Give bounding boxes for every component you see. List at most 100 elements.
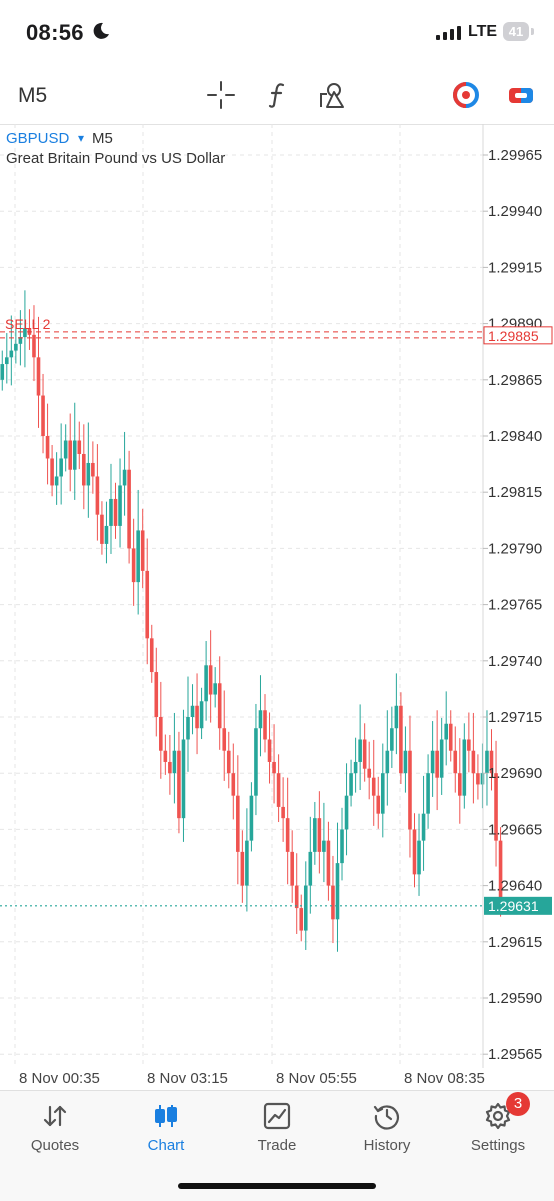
chart-symbol[interactable]: GBPUSD	[6, 130, 70, 147]
candle-body	[349, 773, 353, 796]
candle-body	[159, 717, 163, 751]
candle-body	[208, 665, 213, 695]
candle-body	[285, 818, 290, 852]
candle-body	[231, 773, 236, 796]
candle-body	[326, 840, 331, 886]
candle-body	[385, 750, 390, 774]
crosshair-icon[interactable]	[206, 80, 236, 110]
candle-body	[476, 773, 480, 785]
candle-body	[109, 498, 113, 526]
candle-body	[63, 440, 68, 459]
candle-body	[23, 328, 27, 338]
price-axis: 1.299651.299401.299151.298901.298651.298…	[483, 147, 542, 1063]
candle-body	[471, 750, 476, 774]
time-label: 8 Nov 00:35	[19, 1070, 100, 1087]
candle-body	[204, 665, 208, 702]
candle-body	[290, 851, 294, 886]
candle-body	[417, 840, 421, 875]
candles	[0, 290, 503, 952]
candle-body	[403, 750, 408, 774]
candle-body	[362, 739, 367, 769]
candle-body	[430, 750, 435, 774]
candle-body	[140, 530, 145, 571]
bid-price-label: 1.29631	[488, 898, 539, 914]
time-label: 8 Nov 03:15	[147, 1070, 228, 1087]
candle-body	[131, 548, 136, 583]
objects-icon[interactable]	[318, 80, 348, 110]
trade-icon	[263, 1102, 291, 1130]
candle-body	[168, 761, 172, 774]
candle-body	[303, 885, 308, 931]
candle-body	[489, 750, 494, 774]
candle-body	[186, 717, 190, 740]
tab-label: History	[363, 1137, 411, 1154]
candle-body	[50, 458, 54, 486]
chart-overlays: SELL 2 1.29885 1.29631	[0, 316, 553, 915]
candle-body	[249, 795, 254, 841]
candle-body	[136, 530, 140, 583]
candle-body	[380, 773, 385, 814]
candle-body	[4, 357, 9, 365]
candle-body	[444, 723, 449, 740]
price-tick-label: 1.29565	[488, 1046, 542, 1063]
candle-body	[172, 750, 177, 774]
quotes-icon	[43, 1105, 67, 1127]
sell-order-price: 1.29885	[488, 328, 539, 344]
tab-settings[interactable]: Settings	[443, 1091, 553, 1171]
candle-body	[498, 840, 503, 906]
sell-order-label[interactable]: SELL 2	[5, 316, 51, 332]
candle-body	[480, 773, 485, 785]
settings-badge: 3	[506, 1092, 530, 1116]
chart-area[interactable]: 1.29965 1.29940 1.29915 1.29890 1.29865 1.298…	[0, 124, 554, 1068]
candle-body	[154, 672, 159, 717]
candle-body	[104, 525, 109, 544]
candle-body	[41, 395, 45, 436]
candle-body	[317, 818, 322, 852]
chart-timeframe: M5	[92, 130, 113, 147]
candle-body	[322, 840, 326, 852]
status-time: 08:56	[26, 20, 84, 45]
candle-body	[376, 795, 381, 814]
chart-symbol-caret[interactable]: ▾	[78, 131, 84, 145]
candle-body	[258, 710, 263, 729]
candle-body	[426, 773, 430, 814]
price-tick-label: 1.29715	[488, 709, 542, 726]
candle-body	[77, 440, 82, 454]
candle-body	[0, 364, 5, 380]
candle-body	[240, 851, 245, 886]
moon-icon	[93, 22, 109, 39]
price-chart[interactable]: 1.299651.299401.299151.298901.298651.298…	[0, 124, 554, 1068]
candle-body	[145, 570, 150, 639]
tab-label: Quotes	[30, 1137, 80, 1154]
candle-body	[18, 337, 23, 344]
trade-panel-icon[interactable]	[506, 80, 536, 110]
timeframe-button[interactable]: M5	[18, 84, 48, 107]
candle-body	[118, 485, 122, 526]
time-label: 8 Nov 08:35	[404, 1070, 485, 1087]
tab-chart[interactable]: Chart	[111, 1091, 221, 1171]
candle-body	[68, 440, 73, 470]
candle-body	[408, 750, 412, 830]
one-click-trading-icon[interactable]	[451, 80, 481, 110]
sell-order-price-tag	[483, 326, 553, 345]
candle-body	[9, 350, 14, 358]
function-icon[interactable]	[263, 80, 293, 110]
price-tick-label: 1.29765	[488, 597, 542, 614]
candle-body	[353, 761, 358, 774]
tab-history[interactable]: History	[332, 1091, 442, 1171]
battery-tip	[531, 28, 534, 35]
candle-body	[72, 440, 77, 470]
price-tick-label: 1.29840	[488, 428, 542, 445]
candle-body	[100, 514, 104, 544]
tab-quotes[interactable]: Quotes	[0, 1091, 110, 1171]
candle-body	[82, 453, 86, 486]
status-bar: 08:56 LTE 41	[0, 0, 554, 66]
time-axis: 8 Nov 00:35 8 Nov 03:15 8 Nov 05:55 8 No…	[0, 1068, 554, 1090]
candle-body	[299, 908, 304, 931]
candle-body	[467, 739, 471, 751]
tab-trade[interactable]: Trade	[222, 1091, 332, 1171]
chart-grid	[0, 124, 483, 1068]
price-tick-label: 1.29965	[488, 147, 542, 164]
candle-body	[276, 773, 281, 807]
chart-icon	[155, 1105, 177, 1127]
